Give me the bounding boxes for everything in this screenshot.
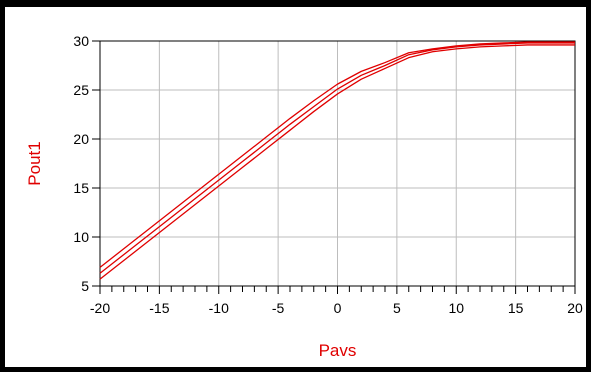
y-tick-label: 15	[73, 180, 89, 196]
y-axis-labels: 5 10 15 20 25 30	[73, 33, 89, 294]
x-tick-label: -15	[149, 300, 169, 316]
y-tick-label: 5	[81, 278, 89, 294]
x-tick-label: -20	[90, 300, 110, 316]
y-tick-label: 30	[73, 33, 89, 49]
grid	[92, 40, 576, 287]
series-lines	[99, 41, 575, 280]
x-minor-ticks	[99, 286, 576, 294]
x-tick-label: -10	[209, 300, 229, 316]
x-axis-labels: -20 -15 -10 -5 0 5 10 15 20	[90, 300, 583, 316]
x-tick-label: 10	[448, 300, 464, 316]
y-axis-title: Pout1	[25, 141, 44, 185]
y-tick-label: 10	[73, 229, 89, 245]
x-tick-label: 5	[393, 300, 401, 316]
y-tick-label: 20	[73, 131, 89, 147]
x-tick-label: -5	[272, 300, 285, 316]
y-tick-label: 25	[73, 82, 89, 98]
series-line-1	[99, 41, 575, 268]
series-line-2	[99, 42, 575, 274]
x-axis-title: Pavs	[319, 341, 357, 360]
x-tick-label: 20	[567, 300, 583, 316]
x-tick-label: 15	[508, 300, 524, 316]
x-tick-label: 0	[334, 300, 342, 316]
series-line-3	[99, 44, 575, 280]
